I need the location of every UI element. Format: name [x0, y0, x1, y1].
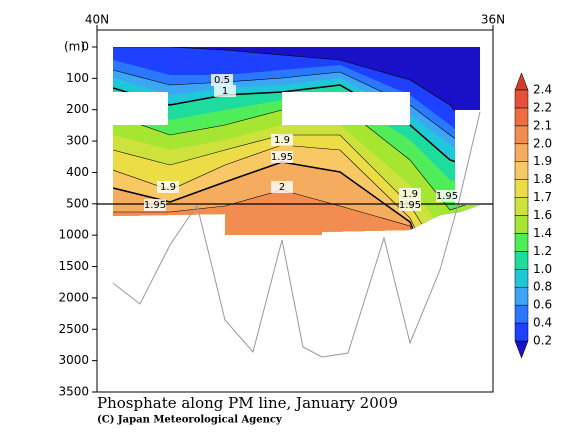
chart-title: Phosphate along PM line, January 2009 — [97, 394, 398, 412]
colorbar-tick-label: 1.4 — [533, 226, 552, 240]
colorbar-tick-label: 1.0 — [533, 262, 552, 276]
y-tick-label: 1000 — [58, 228, 89, 242]
colorbar-tick-label: 0.6 — [533, 298, 552, 312]
contour-line — [113, 69, 480, 156]
contour-label-box — [157, 181, 179, 193]
contour-label-box — [214, 85, 236, 97]
colorbar-tick-label: 0.8 — [533, 280, 552, 294]
contour-label-box — [144, 199, 166, 211]
contour-label: 1.9 — [274, 135, 290, 146]
contour-line — [113, 84, 480, 171]
colorbar-swatch — [514, 215, 529, 234]
colorbar-tick-label: 1.2 — [533, 244, 552, 258]
y-tick-label: 0 — [81, 40, 89, 54]
colorbar-swatch — [514, 179, 529, 198]
colorbar-swatch — [514, 322, 529, 342]
y-tick-label: 3000 — [58, 353, 89, 367]
colorbar-swatch — [514, 197, 529, 216]
missing-data — [97, 92, 168, 125]
contour-label: 2 — [279, 182, 285, 193]
contour-label-box — [211, 74, 233, 86]
contour-label-box — [399, 188, 421, 200]
colorbar-swatch — [514, 233, 529, 252]
colorbar-swatch — [514, 251, 529, 270]
y-tick-label: 300 — [66, 134, 89, 148]
y-tick-label: 200 — [66, 102, 89, 116]
x-tick-label: 36N — [481, 13, 505, 27]
y-tick-label: 2000 — [58, 290, 89, 304]
colorbar-tick-label: 0.4 — [533, 316, 552, 330]
plot-frame — [96, 29, 494, 393]
y-tick-label: 2500 — [58, 322, 89, 336]
colorbar-swatch — [514, 161, 529, 180]
contour-label: 1.9 — [402, 189, 418, 200]
contour-label: 1 — [222, 86, 228, 97]
colorbar-tick-label: 1.9 — [533, 154, 552, 168]
colorbar-extend-high — [514, 72, 529, 91]
colorbar-tick-label: 2.0 — [533, 136, 552, 150]
colorbar-swatch — [514, 89, 529, 109]
x-tick-label: 40N — [85, 13, 109, 27]
contour-label: 1.9 — [160, 182, 176, 193]
contour-label-box — [436, 190, 458, 202]
y-tick-label: 400 — [66, 165, 89, 179]
contour-line — [113, 161, 480, 235]
colorbar-swatch — [514, 269, 529, 288]
contour-label: 1.95 — [436, 191, 458, 202]
colorbar-tick-label: 2.4 — [533, 83, 552, 97]
contour-label-box — [271, 181, 293, 193]
contour-label: 1.95 — [399, 200, 421, 211]
contour-line — [113, 47, 480, 141]
bottom-topography — [112, 111, 481, 358]
credit: (C) Japan Meteorological Agency — [97, 415, 283, 426]
colorbar-tick-label: 1.8 — [533, 172, 552, 186]
contour-line — [113, 189, 480, 235]
colorbar-tick-label: 1.6 — [533, 208, 552, 222]
contour-line — [113, 144, 480, 235]
colorbar-swatch — [514, 125, 529, 145]
y-tick-label: 1500 — [58, 259, 89, 273]
y-tick-label: 3500 — [58, 385, 89, 399]
colorbar-swatch — [514, 286, 529, 306]
colorbar-swatch — [514, 107, 529, 127]
section-field — [113, 47, 480, 235]
missing-data — [282, 92, 410, 125]
contour-label: 0.5 — [214, 75, 230, 86]
colorbar-swatch — [514, 143, 529, 162]
colorbar-tick-label: 2.1 — [533, 118, 552, 132]
colorbar-tick-label: 0.2 — [533, 334, 552, 348]
contour-label-box — [399, 199, 421, 211]
colorbar-extend-low — [514, 340, 529, 359]
contour-label-box — [271, 134, 293, 146]
colorbar-swatch — [514, 304, 529, 324]
contour-label: 1.95 — [271, 152, 293, 163]
y-tick-label: 500 — [66, 196, 89, 210]
contour-label: 1.95 — [144, 200, 166, 211]
y-axis-label: (m) — [64, 40, 85, 54]
contour-line — [113, 134, 480, 235]
y-tick-label: 100 — [66, 71, 89, 85]
contour-label-box — [271, 151, 293, 163]
colorbar-tick-label: 2.2 — [533, 100, 552, 114]
colorbar-tick-label: 1.7 — [533, 190, 552, 204]
